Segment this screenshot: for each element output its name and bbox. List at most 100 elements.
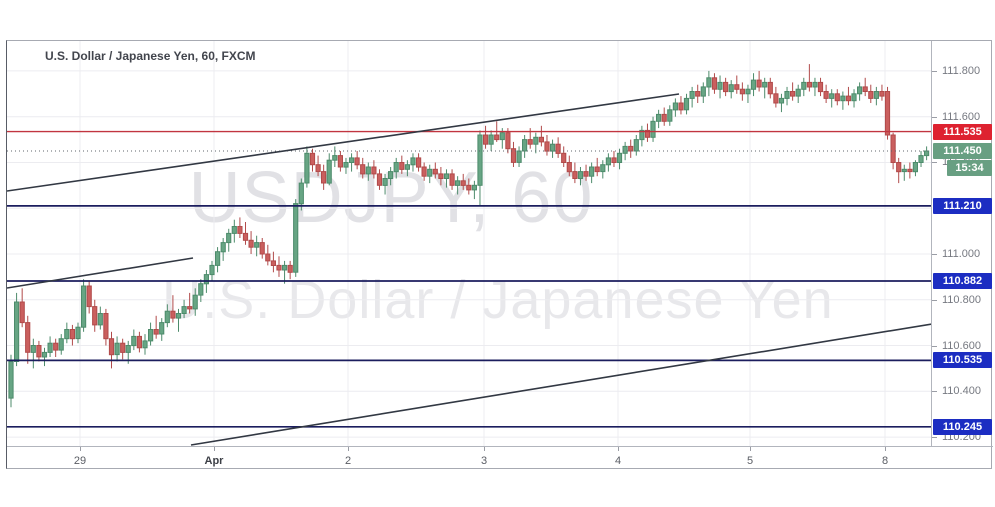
candlestick xyxy=(717,81,723,90)
candlestick xyxy=(466,184,472,191)
candlestick xyxy=(153,329,159,335)
price-tick-dash xyxy=(932,300,937,301)
candlestick xyxy=(142,340,148,349)
time-tick-dash xyxy=(214,447,215,451)
candlestick xyxy=(572,171,578,180)
candlestick xyxy=(432,168,438,175)
candlestick xyxy=(700,86,706,97)
trendline[interactable] xyxy=(190,323,931,446)
price-tick-dash xyxy=(932,437,937,438)
candlestick xyxy=(175,313,182,319)
candlestick xyxy=(527,139,533,145)
candlestick xyxy=(259,242,265,255)
candlestick-canvas[interactable] xyxy=(7,41,931,446)
candlestick xyxy=(270,260,276,266)
candlestick xyxy=(64,329,70,340)
candlestick xyxy=(750,79,757,90)
candlestick xyxy=(901,168,907,173)
candlestick xyxy=(806,81,812,88)
candlestick xyxy=(499,132,505,141)
price-tick-dash xyxy=(932,117,937,118)
candlestick xyxy=(689,91,695,99)
price-level-lines xyxy=(7,130,931,428)
trendline[interactable] xyxy=(7,93,680,192)
candlestick xyxy=(8,361,14,399)
candlestick xyxy=(611,157,617,164)
candlestick xyxy=(795,88,801,97)
candlestick xyxy=(483,134,489,145)
candlestick xyxy=(868,91,874,99)
candlestick xyxy=(388,171,394,180)
candlestick xyxy=(622,145,628,154)
time-tick-dash xyxy=(618,447,619,451)
time-tick-dash xyxy=(885,447,886,451)
candlestick xyxy=(164,310,170,324)
candlestick xyxy=(103,313,109,340)
candlestick xyxy=(254,242,260,248)
candlestick xyxy=(471,184,477,191)
chart-legend-title[interactable]: U.S. Dollar / Japanese Yen, 60, FXCM xyxy=(45,49,256,63)
trendline[interactable] xyxy=(7,257,194,289)
candlestick xyxy=(75,326,81,340)
candlestick xyxy=(287,264,293,273)
price-axis[interactable]: 111.800111.600111.400111.000110.800110.6… xyxy=(932,41,993,447)
price-tick-label: 111.600 xyxy=(942,111,981,123)
candlestick xyxy=(522,139,528,152)
candlestick xyxy=(829,93,835,99)
candlestick xyxy=(198,283,204,296)
candlestick xyxy=(226,232,232,244)
candlestick xyxy=(181,306,187,315)
countdown-badge: 15:34 xyxy=(947,160,992,176)
candlestick xyxy=(410,157,416,166)
candlestick xyxy=(890,134,896,163)
price-tick-dash xyxy=(932,346,937,347)
candlestick xyxy=(577,171,584,180)
price-chart-plot[interactable]: USDJPY, 60 U.S. Dollar / Japanese Yen U.… xyxy=(7,41,932,447)
candlestick xyxy=(605,157,611,166)
trendlines xyxy=(7,93,931,446)
candlestick xyxy=(667,109,673,122)
candlestick xyxy=(544,141,550,152)
candlestick xyxy=(293,203,299,273)
candlestick xyxy=(678,102,684,111)
candlestick xyxy=(762,81,768,88)
candlestick xyxy=(695,91,701,97)
candlestick xyxy=(561,152,567,164)
candlestick xyxy=(555,143,561,154)
candlestick xyxy=(644,129,651,138)
candlestick xyxy=(823,91,829,99)
candlestick xyxy=(672,102,678,111)
candlestick xyxy=(69,329,75,340)
candlestick xyxy=(237,226,243,234)
candlestick xyxy=(834,93,840,102)
candlestick xyxy=(360,164,366,175)
chart-frame: USDJPY, 60 U.S. Dollar / Japanese Yen U.… xyxy=(6,40,993,470)
time-axis[interactable]: 29 Apr 2 3 4 5 8 xyxy=(7,447,931,470)
candlestick xyxy=(896,162,902,173)
candlestick xyxy=(332,155,338,161)
candlestick xyxy=(187,306,193,310)
candlestick xyxy=(382,178,388,186)
candlestick xyxy=(594,166,600,173)
candlestick xyxy=(656,113,662,122)
candlestick xyxy=(53,342,59,351)
candlestick xyxy=(505,132,511,150)
candlestick xyxy=(812,81,818,88)
candlestick xyxy=(840,95,846,102)
candlestick xyxy=(376,173,383,186)
candlestick xyxy=(148,329,154,342)
candlestick xyxy=(918,155,924,163)
candlestick xyxy=(125,345,131,353)
candlestick xyxy=(538,136,544,143)
price-tick-label: 110.600 xyxy=(942,340,981,352)
candlestick xyxy=(583,171,589,177)
candlestick xyxy=(120,342,126,353)
candlestick xyxy=(438,173,444,179)
candlestick xyxy=(192,294,198,310)
candlestick xyxy=(30,345,36,353)
candles-layer xyxy=(8,64,930,408)
time-tick-dash xyxy=(750,447,751,451)
candlestick xyxy=(734,84,740,90)
price-line-badge: 111.535 xyxy=(933,124,992,140)
candlestick xyxy=(767,81,773,95)
